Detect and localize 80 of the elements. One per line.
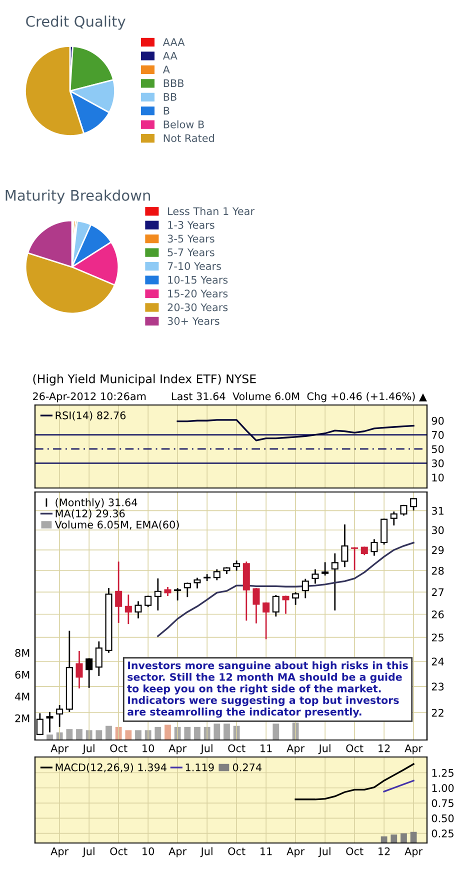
x-tick-label: Apr: [168, 847, 187, 858]
y-tick-label: 24: [432, 658, 444, 666]
legend-label: 15-20 Years: [168, 290, 228, 298]
legend-label: 5-7 Years: [168, 248, 214, 256]
y-tick-label: 28: [432, 566, 444, 575]
legend-label: Not Rated: [164, 134, 214, 142]
y-tick-label: 10: [432, 474, 444, 482]
y-tick-label: 90: [432, 416, 444, 425]
x-tick-label: Jul: [82, 744, 94, 754]
y2-tick-label: 6M: [15, 670, 30, 679]
y-tick-label: 30: [432, 459, 444, 468]
y-tick-label: 26: [432, 610, 444, 618]
y-tick-label: 0.75: [432, 799, 454, 808]
y-tick-label: 22: [432, 708, 444, 717]
x-tick-label: Oct: [228, 847, 246, 856]
legend-label: 10-15 Years: [168, 276, 228, 284]
x-tick-label: Apr: [50, 847, 69, 858]
legend-label: BBB: [164, 79, 184, 88]
legend-label: Below B: [164, 120, 204, 128]
x-tick-label: Jul: [318, 744, 330, 754]
x-tick-label: Oct: [110, 744, 128, 752]
x-tick-label: Oct: [346, 744, 364, 752]
y-tick-label: 30: [432, 526, 444, 534]
legend-label: MACD(12,26,9) 1.394: [56, 763, 166, 773]
legend-label: BB: [164, 93, 176, 101]
x-tick-label: Apr: [404, 847, 423, 858]
y2-tick-label: 8M: [15, 649, 30, 657]
legend-label: 3-5 Years: [168, 234, 214, 243]
x-tick-label: 10: [142, 847, 154, 856]
legend-label: 7-10 Years: [168, 262, 221, 270]
legend-label: 20-30 Years: [168, 303, 228, 312]
x-tick-label: 11: [260, 744, 272, 752]
legend-label: Less Than 1 Year: [168, 207, 254, 216]
x-tick-label: Apr: [404, 744, 423, 754]
legend-label: MA(12) 29.36: [56, 509, 125, 519]
x-tick-label: Jul: [200, 847, 212, 858]
legend-label: 1-3 Years: [168, 220, 214, 229]
chart-title: (High Yield Municipal Index ETF) NYSE: [33, 374, 256, 386]
x-tick-label: Apr: [286, 744, 305, 754]
y-tick-label: 70: [432, 431, 444, 439]
x-tick-label: 10: [142, 744, 154, 752]
y-tick-label: 31: [432, 506, 444, 515]
y-tick-label: 1.00: [432, 784, 454, 792]
x-tick-label: Apr: [168, 744, 187, 754]
y-tick-label: 1.25: [432, 768, 454, 777]
legend-label: (Monthly) 31.64: [56, 498, 138, 508]
x-tick-label: Apr: [50, 744, 69, 754]
y-tick-label: 0.25: [432, 830, 454, 838]
y-tick-label: 29: [432, 546, 444, 554]
y2-tick-label: 4M: [15, 692, 30, 700]
y-tick-label: 0.50: [432, 814, 454, 822]
legend-label: AAA: [162, 38, 185, 46]
legend-label: Volume 6.05M, EMA(60): [54, 520, 179, 530]
y2-tick-label: 2M: [15, 714, 30, 722]
y-tick-label: 50: [432, 445, 444, 454]
x-tick-label: Oct: [346, 847, 364, 856]
legend-label: B: [164, 106, 170, 114]
chart-title: Maturity Breakdown: [6, 190, 150, 204]
y-tick-label: 23: [432, 682, 444, 691]
x-tick-label: Oct: [110, 847, 128, 856]
x-tick-label: Apr: [286, 847, 305, 858]
x-tick-label: 12: [378, 744, 390, 752]
x-tick-label: Oct: [228, 744, 246, 752]
x-tick-label: Jul: [318, 847, 330, 858]
legend-label: RSI(14) 82.76: [56, 411, 126, 421]
y-tick-label: 27: [432, 588, 444, 596]
text: Last 31.64 Volume 6.0M Chg +0.46 (+1.46%) ▲: [172, 392, 427, 402]
legend-label: 1.119: [186, 763, 214, 772]
x-tick-label: 11: [260, 847, 272, 856]
x-tick-label: Jul: [82, 847, 94, 858]
annotation: Investors more sanguine about high risks in this sector. Still the 12 month MA should be a guide to keep you on the right side of the market. Indicators were suggesting a top but investors are steamrolling the indicator presently.: [127, 661, 408, 718]
x-tick-label: 12: [378, 847, 390, 856]
legend-label: 0.274: [232, 763, 262, 772]
legend-label: A: [162, 66, 170, 74]
chart-title: Credit Quality: [26, 16, 126, 30]
legend-label: 30+ Years: [168, 317, 220, 325]
y-tick-label: 25: [432, 634, 444, 642]
legend-label: AA: [162, 52, 178, 60]
chart-subtitle: 26-Apr-2012 10:26am: [32, 392, 146, 402]
x-tick-label: Jul: [200, 744, 212, 754]
